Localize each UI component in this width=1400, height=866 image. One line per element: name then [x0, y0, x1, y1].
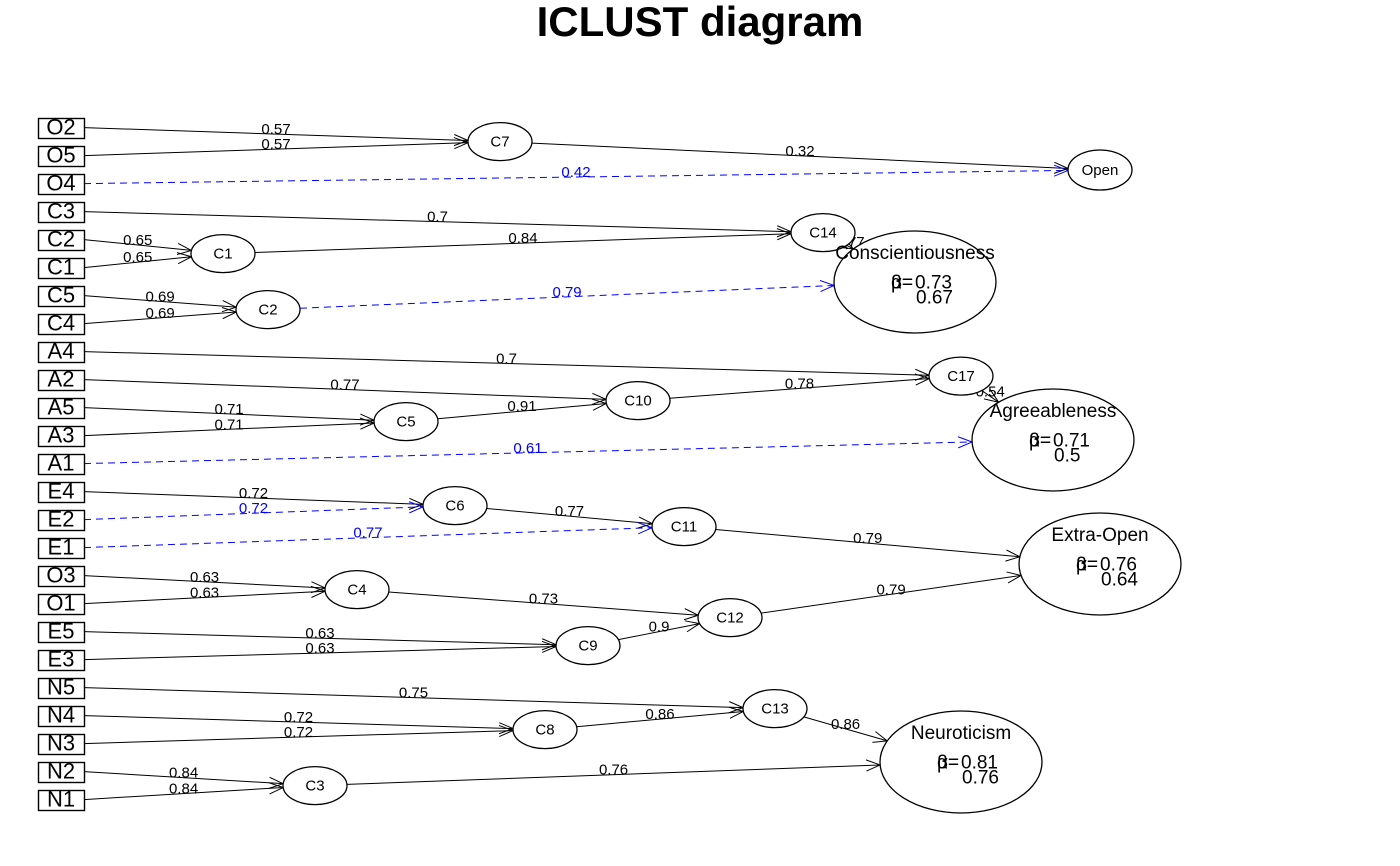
svg-text:β=: β=	[1029, 431, 1051, 452]
svg-text:0.61: 0.61	[513, 440, 542, 457]
svg-text:A1: A1	[48, 451, 75, 476]
svg-text:C5: C5	[47, 283, 75, 308]
svg-text:0.79: 0.79	[552, 284, 581, 301]
svg-text:0.65: 0.65	[123, 249, 152, 266]
svg-text:C1: C1	[213, 246, 232, 263]
svg-text:C14: C14	[809, 225, 837, 242]
svg-text:C4: C4	[347, 582, 366, 599]
svg-text:C10: C10	[624, 393, 652, 410]
svg-text:0.84: 0.84	[169, 781, 198, 798]
svg-text:0.75: 0.75	[399, 685, 428, 702]
svg-text:0.77: 0.77	[330, 376, 359, 393]
svg-text:C1: C1	[47, 255, 75, 280]
svg-text:0.91: 0.91	[507, 398, 536, 415]
svg-text:A2: A2	[48, 367, 75, 392]
svg-text:0.86: 0.86	[831, 716, 860, 733]
svg-text:β=: β=	[891, 273, 913, 294]
svg-text:0.32: 0.32	[785, 143, 814, 160]
svg-text:0.63: 0.63	[190, 569, 219, 586]
svg-text:O5: O5	[46, 143, 75, 168]
svg-text:C12: C12	[716, 610, 744, 627]
svg-text:0.79: 0.79	[876, 581, 905, 598]
svg-text:N4: N4	[47, 703, 75, 728]
svg-text:C13: C13	[761, 701, 789, 718]
svg-text:0.63: 0.63	[190, 584, 219, 601]
svg-text:0.69: 0.69	[146, 305, 175, 322]
svg-text:Agreeableness: Agreeableness	[990, 401, 1117, 422]
svg-text:0.7: 0.7	[496, 350, 517, 367]
svg-text:E5: E5	[48, 619, 75, 644]
svg-text:A4: A4	[48, 339, 75, 364]
svg-text:0.7: 0.7	[427, 209, 448, 226]
svg-text:E2: E2	[48, 507, 75, 532]
svg-text:0.78: 0.78	[785, 375, 814, 392]
svg-text:O2: O2	[46, 115, 75, 140]
svg-text:C2: C2	[258, 302, 277, 319]
svg-text:C3: C3	[305, 778, 324, 795]
svg-text:0.77: 0.77	[353, 525, 382, 542]
svg-text:O3: O3	[46, 563, 75, 588]
svg-text:0.76: 0.76	[962, 768, 999, 789]
svg-text:0.73: 0.73	[529, 591, 558, 608]
svg-text:β=: β=	[1076, 555, 1098, 576]
svg-text:E1: E1	[48, 535, 75, 560]
svg-text:0.5: 0.5	[1054, 446, 1080, 467]
svg-text:Neuroticism: Neuroticism	[911, 723, 1011, 744]
svg-text:0.42: 0.42	[561, 164, 590, 181]
svg-text:0.76: 0.76	[599, 762, 628, 779]
svg-text:0.84: 0.84	[169, 765, 198, 782]
svg-text:0.57: 0.57	[261, 136, 290, 153]
svg-text:O4: O4	[46, 171, 75, 196]
svg-text:O1: O1	[46, 591, 75, 616]
svg-text:Extra-Open: Extra-Open	[1051, 525, 1148, 546]
svg-text:C7: C7	[490, 134, 509, 151]
svg-text:0.63: 0.63	[305, 640, 334, 657]
svg-text:0.86: 0.86	[645, 706, 674, 723]
svg-text:β=: β=	[937, 753, 959, 774]
svg-text:0.72: 0.72	[284, 724, 313, 741]
svg-text:0.64: 0.64	[1101, 570, 1138, 591]
svg-text:N3: N3	[47, 731, 75, 756]
svg-text:E3: E3	[48, 647, 75, 672]
svg-text:Open: Open	[1082, 162, 1119, 179]
svg-text:0.79: 0.79	[853, 530, 882, 547]
svg-text:Conscientiousness: Conscientiousness	[835, 243, 994, 264]
svg-text:0.69: 0.69	[146, 288, 175, 305]
svg-text:0.9: 0.9	[649, 619, 670, 636]
svg-text:C8: C8	[535, 722, 554, 739]
svg-text:C11: C11	[671, 519, 697, 536]
svg-text:A3: A3	[48, 423, 75, 448]
svg-text:C4: C4	[47, 311, 75, 336]
svg-text:E4: E4	[48, 479, 75, 504]
svg-text:N2: N2	[47, 759, 75, 784]
svg-text:A5: A5	[48, 395, 75, 420]
svg-text:0.71: 0.71	[214, 416, 243, 433]
svg-text:C3: C3	[47, 199, 75, 224]
svg-text:0.72: 0.72	[239, 500, 268, 517]
svg-text:0.67: 0.67	[916, 288, 953, 309]
svg-text:0.77: 0.77	[555, 503, 584, 520]
svg-text:0.65: 0.65	[123, 232, 152, 249]
svg-text:N1: N1	[47, 787, 75, 812]
svg-text:C2: C2	[47, 227, 75, 252]
svg-text:0.84: 0.84	[508, 230, 537, 247]
svg-text:N5: N5	[47, 675, 75, 700]
svg-text:C6: C6	[445, 498, 464, 515]
svg-text:C9: C9	[578, 638, 597, 655]
svg-text:C17: C17	[947, 368, 975, 385]
svg-text:C5: C5	[396, 414, 415, 431]
